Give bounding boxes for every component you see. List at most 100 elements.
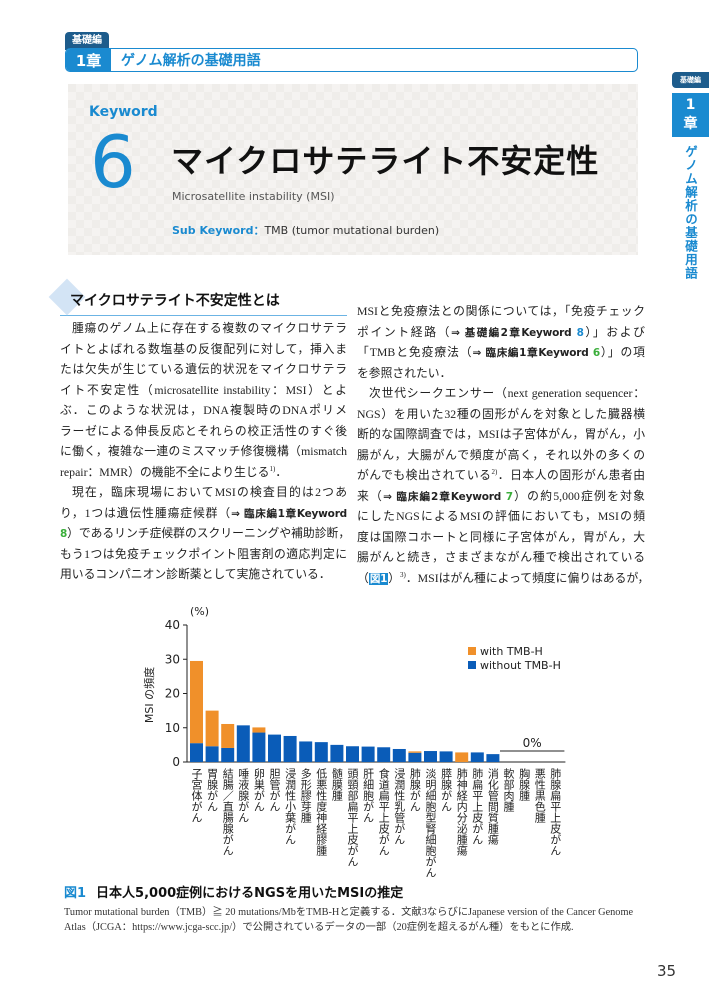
x-tick-label: 胃腺がん [205,768,219,812]
text-line: 用いるコンパニオン診断薬として実施されている． [60,564,347,585]
text-segment: ラーゼによる伸長反応とそれらの校正活性のすぐ後 [60,423,347,438]
text-line: 「TMBと免疫療法（⇒ 臨床編1章Keyword 6）」の項 [357,342,645,363]
keyword-banner: Keyword 6 マイクロサテライト不安定性 Microsatellite i… [68,84,638,255]
text-line: 腸がんと続き，さまざまながん種で検出されている [357,547,645,568]
bar-without-tmb-h [486,754,500,762]
sub-keyword-sep: ： [253,224,265,237]
text-line: に働く，複雑な一連のミスマッチ修復機構（mismatch [60,441,347,462]
body-column-left: 腫瘍のゲノム上に存在する複数のマイクロサテラ イトとよばれる数塩基の反復配列に対し… [60,318,351,585]
citation-marker: 1) [269,464,276,473]
x-tick-label: 髄膜腫 [330,768,344,801]
bar-without-tmb-h [314,742,328,762]
cross-reference[interactable]: ⇒ 臨床編1章Keyword [472,347,593,359]
cross-reference[interactable]: 8 [576,326,584,339]
text-line: イト不安定性（microsatellite instability：MSI）とよ [60,380,347,401]
bar-without-tmb-h [392,748,406,762]
text-segment: repair：MMR）の機能不全により生じる [60,464,270,479]
y-tick-label: 40 [165,618,180,632]
text-segment: ．MSIはがん種によって頻度に偏りはあるが， [405,570,650,585]
text-line: がんでも検出されている2)．日本人の固形がん患者由 [357,465,645,486]
text-line: （図1）3)．MSIはがん種によって頻度に偏りはあるが， [357,568,649,589]
section-title: マイクロサテライト不安定性とは [70,293,280,309]
cross-reference[interactable]: ⇒ 基礎編2章Keyword [451,326,577,339]
text-segment: り，1つは遺伝性腫瘍症候群（ [60,505,232,520]
text-line: 次世代シークエンサー（next generation sequencer： [357,383,645,404]
text-segment: 現在，臨床現場においてMSIの検査目的は2つあ [72,485,347,499]
keyword-number: 6 [90,120,136,204]
y-tick-label: 30 [165,652,180,666]
figure-caption-text: Tumor mutational burden（TMB）≧ 20 mutatio… [64,907,634,933]
part-tab: 基礎編 [65,32,109,50]
text-line: たは欠失が生じている遺伝的状況をマイクロサテラ [60,359,347,380]
x-tick-label: 唾液腺がん [236,768,250,823]
text-line: 来（⇒ 臨床編2章Keyword 7）の約5,000症例を対象 [357,486,645,507]
legend-label: without TMB-H [480,659,561,672]
bar-with-tmb-h [252,727,266,733]
cross-reference[interactable]: ⇒ 臨床編2章Keyword [383,490,506,503]
text-line: り，1つは遺伝性腫瘍症候群（⇒ 臨床編1章Keyword [60,503,347,524]
sub-keyword-value: TMB (tumor mutational burden) [264,224,440,237]
y-tick-label: 10 [165,721,180,735]
x-tick-label: 肺腺がん [408,768,422,812]
bar-with-tmb-h [221,723,235,748]
page-number: 35 [657,962,677,980]
x-tick-label: 肝細胞がん [361,768,375,823]
text-segment: 来（ [357,488,384,503]
text-segment: 腸がん，大腸がんで頻度が高く，それ以外の多くの [357,447,645,462]
citation-marker: 2) [491,468,498,477]
side-chapter-char: 章 [683,116,698,132]
x-tick-label: 低悪性度神経膠腫 [314,768,328,856]
chapter-title: ゲノム解析の基礎用語 [121,53,261,69]
text-segment: NGS）を用いた32種の固形がんを対象とした臓器横 [357,406,645,421]
x-tick-label: 頭頸部扁平上皮がん [346,768,359,867]
bar-without-tmb-h [268,734,281,762]
bar-with-tmb-h [408,751,422,753]
text-line: ぶ．このような状況は，DNA複製時のDNAポリメ [60,400,347,421]
cross-reference[interactable]: 7 [505,490,513,503]
y-tick-label: 20 [165,687,180,701]
text-segment: ）であるリンチ症候群のスクリーニングや補助診断， [67,526,351,540]
text-segment: MSIと免疫療法との関係については，「免疫チェック [357,304,645,318]
bar-without-tmb-h [205,746,219,762]
y-tick-label: 0 [172,755,180,769]
x-tick-label: 結腸／直腸腺がん [221,768,235,856]
text-line: もう1つは免疫チェックポイント阻害剤の適応判定に [60,544,347,565]
text-segment: ）の約5,000症例を対象 [512,488,645,503]
side-part-tab[interactable]: 基礎編 [672,72,709,88]
keyword-label: Keyword [89,104,158,120]
figure-caption-title: 図1 日本人5,000症例におけるNGSを用いたMSIの推定 [64,886,403,902]
text-segment: イトとよばれる数塩基の反復配列に対して，挿入ま [60,341,347,356]
bar-without-tmb-h [377,747,391,762]
bar-without-tmb-h [252,732,266,762]
cross-reference[interactable]: ⇒ 臨床編1章Keyword [231,507,347,520]
y-unit: (%) [190,605,209,618]
x-tick-label: 浸潤性小葉がん [283,768,297,845]
x-tick-label: 多形膠芽腫 [299,768,313,823]
legend-label: with TMB-H [480,645,543,658]
cross-reference[interactable]: 図1 [368,572,389,585]
text-segment: がんでも検出されている [357,468,492,482]
cross-reference[interactable]: 6 [592,347,601,359]
bar-without-tmb-h [283,735,297,762]
bar-with-tmb-h [205,710,219,747]
x-tick-label: 食道扁平上皮がん [377,768,391,856]
sub-keyword-label: Sub Keyword [172,224,254,237]
x-tick-label: 胸腺腫 [517,768,531,801]
text-segment: もう1つは免疫チェックポイント阻害剤の適応判定に [60,546,347,561]
section-heading: マイクロサテライト不安定性とは [48,278,347,316]
bar-without-tmb-h [470,752,484,762]
y-axis-label: MSI の頻度 [142,667,156,723]
body-column-right: MSIと免疫療法との関係については，「免疫チェック ポイント経路（⇒ 基礎編2章K… [357,301,649,589]
text-segment: ポイント経路（ [357,324,452,339]
x-tick-label: 浸潤性乳管がん [392,768,406,845]
text-line: 現在，臨床現場においてMSIの検査目的は2つあ [60,482,347,503]
bar-without-tmb-h [190,743,203,762]
x-tick-label: 淡明細胞型腎細胞がん [424,768,437,878]
bar-with-tmb-h [190,660,203,744]
x-tick-label: 肺扁平上皮がん [470,768,484,845]
text-segment: 腸がんと続き，さまざまながん種で検出されている [357,550,645,564]
x-tick-label: 消化管間質腫瘍 [486,768,500,845]
cross-reference[interactable]: 8 [60,528,68,540]
